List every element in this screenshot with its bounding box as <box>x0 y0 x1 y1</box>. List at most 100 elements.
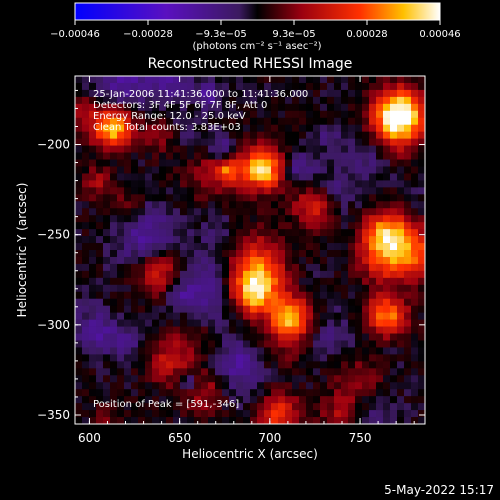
heatmap-cell <box>75 159 83 167</box>
heatmap-cell <box>334 403 342 411</box>
heatmap-cell <box>285 382 293 390</box>
heatmap-cell <box>236 417 244 424</box>
heatmap-cell <box>299 110 307 119</box>
heatmap-cell <box>362 110 370 119</box>
heatmap-cell <box>299 222 307 230</box>
heatmap-cell <box>75 326 83 334</box>
heatmap-cell <box>166 333 174 341</box>
heatmap-cell <box>313 410 321 418</box>
heatmap-cell <box>327 284 335 293</box>
heatmap-cell <box>215 96 223 105</box>
heatmap-cell <box>117 305 125 313</box>
heatmap-cell <box>348 256 356 265</box>
heatmap-cell <box>166 194 174 202</box>
heatmap-cell <box>208 250 216 258</box>
heatmap-cell <box>159 382 167 390</box>
heatmap-cell <box>201 110 209 119</box>
heatmap-cell <box>166 340 174 348</box>
heatmap-cell <box>82 96 90 105</box>
heatmap-cell <box>404 166 412 174</box>
heatmap-cell <box>201 298 209 306</box>
heatmap-cell <box>152 138 160 146</box>
heatmap-cell <box>250 110 258 119</box>
heatmap-cell <box>138 354 146 362</box>
heatmap-cell <box>341 417 349 424</box>
heatmap-cell <box>243 201 251 209</box>
heatmap-cell <box>313 166 321 174</box>
heatmap-cell <box>306 340 314 348</box>
heatmap-cell <box>194 340 202 348</box>
heatmap-cell <box>75 173 83 181</box>
heatmap-cell <box>236 333 244 341</box>
heatmap-cell <box>145 326 153 334</box>
heatmap-cell <box>299 96 307 105</box>
heatmap-cell <box>222 347 230 355</box>
heatmap-cell <box>110 263 118 272</box>
heatmap-cell <box>292 145 300 153</box>
heatmap-cell <box>313 131 321 139</box>
heatmap-cell <box>159 354 167 362</box>
heatmap-cell <box>159 396 167 404</box>
heatmap-cell <box>236 110 244 119</box>
heatmap-cell <box>355 284 363 293</box>
heatmap-cell <box>306 333 314 341</box>
heatmap-cell <box>89 347 97 355</box>
heatmap-cell <box>89 117 97 126</box>
heatmap-cell <box>187 340 195 348</box>
heatmap-cell <box>299 270 307 279</box>
heatmap-cell <box>75 256 83 265</box>
heatmap-cell <box>397 110 405 119</box>
heatmap-cell <box>131 138 139 146</box>
peak-position-label: Position of Peak = [591,-346] <box>93 399 239 410</box>
heatmap-cell <box>180 166 188 174</box>
heatmap-cell <box>124 180 132 188</box>
heatmap-cell <box>138 382 146 390</box>
heatmap-cell <box>96 305 104 313</box>
heatmap-cell <box>334 96 342 105</box>
heatmap-cell <box>75 347 83 355</box>
heatmap-cell <box>96 382 104 390</box>
heatmap-cell <box>348 284 356 293</box>
heatmap-cell <box>334 410 342 418</box>
heatmap-cell <box>271 361 279 369</box>
heatmap-cell <box>124 117 132 126</box>
heatmap-cell <box>292 159 300 167</box>
heatmap-cell <box>89 173 97 181</box>
heatmap-cell <box>257 222 265 230</box>
heatmap-cell <box>131 277 139 286</box>
heatmap-cell <box>299 368 307 376</box>
heatmap-cell <box>180 208 188 216</box>
heatmap-cell <box>82 208 90 216</box>
heatmap-cell <box>110 201 118 209</box>
heatmap-cell <box>404 229 412 237</box>
heatmap-cell <box>418 410 425 418</box>
heatmap-cell <box>215 131 223 139</box>
heatmap-cell <box>110 410 118 418</box>
heatmap-cell <box>187 403 195 411</box>
heatmap-cell <box>138 194 146 202</box>
heatmap-cell <box>89 243 97 251</box>
heatmap-cell <box>369 382 377 390</box>
heatmap-cell <box>404 312 412 320</box>
heatmap-cell <box>348 375 356 383</box>
heatmap-cell <box>138 270 146 279</box>
heatmap-cell <box>390 215 398 223</box>
heatmap-cell <box>82 396 90 404</box>
heatmap-cell <box>334 361 342 369</box>
heatmap-cell <box>166 131 174 139</box>
heatmap-cell <box>229 291 237 300</box>
heatmap-cell <box>334 131 342 139</box>
heatmap-cell <box>313 270 321 279</box>
heatmap-cell <box>82 89 90 98</box>
heatmap-cell <box>124 347 132 355</box>
heatmap-cell <box>243 382 251 390</box>
heatmap-cell <box>96 236 104 244</box>
heatmap-cell <box>306 382 314 390</box>
heatmap-cell <box>355 389 363 397</box>
heatmap-cell <box>110 215 118 223</box>
heatmap-cell <box>82 333 90 341</box>
heatmap-cell <box>285 284 293 293</box>
heatmap-cell <box>376 250 384 258</box>
heatmap-cell <box>334 82 342 91</box>
heatmap-cell <box>117 389 125 397</box>
